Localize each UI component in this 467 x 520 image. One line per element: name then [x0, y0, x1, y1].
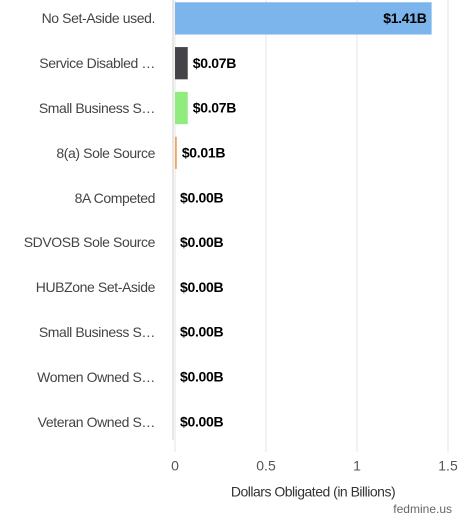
category-label-box: No Set-Aside used. [41, 10, 155, 27]
bar [175, 136, 177, 169]
value-label: $0.00B [180, 324, 224, 340]
x-tick-label: 1.5 [438, 458, 458, 474]
category-label-box: 8(a) Sole Source [56, 144, 155, 161]
category-label-box: SDVOSB Sole Source [23, 234, 155, 251]
y-tick-label: SDVOSB Sole Source [23, 234, 155, 251]
value-label: $0.00B [180, 189, 224, 205]
y-tick-label: Veteran Owned S… [37, 413, 155, 430]
y-tick-label: 8(a) Sole Source [56, 144, 155, 161]
x-tick-label: 0.5 [256, 458, 276, 474]
value-label: $0.00B [180, 413, 224, 429]
y-tick-label: Women Owned S… [37, 368, 155, 385]
category-label-box: 8A Competed [74, 189, 155, 206]
category-label-box: Small Business S… [38, 99, 155, 116]
value-label: $0.07B [193, 100, 237, 116]
value-label: $0.00B [180, 234, 224, 250]
y-tick-label: No Set-Aside used. [41, 10, 155, 27]
y-tick-label: Small Business S… [38, 323, 155, 340]
x-tick-label: 1 [353, 458, 361, 474]
category-label-box: Small Business S… [38, 323, 155, 340]
bar [175, 2, 432, 35]
bar [175, 47, 188, 80]
value-label: $0.00B [180, 369, 224, 385]
value-label: $0.01B [182, 145, 226, 161]
category-label-box: Service Disabled … [39, 55, 155, 72]
y-tick-label: 8A Competed [74, 189, 155, 206]
y-tick-label: Service Disabled … [39, 55, 155, 72]
credit: fedmine.us [393, 502, 452, 516]
category-label-box: Women Owned S… [37, 368, 155, 385]
y-tick-label: Small Business S… [38, 99, 155, 116]
value-label: $0.07B [193, 55, 237, 71]
y-tick-label: HUBZone Set-Aside [35, 279, 155, 296]
bar [175, 91, 188, 125]
value-label: $0.00B [180, 279, 224, 295]
category-label-box: Veteran Owned S… [37, 413, 155, 430]
x-tick-label: 0 [171, 458, 179, 474]
category-label-box: HUBZone Set-Aside [35, 279, 155, 296]
value-label: $1.41B [383, 10, 427, 26]
x-axis-title: Dollars Obligated (in Billions) [231, 484, 395, 500]
